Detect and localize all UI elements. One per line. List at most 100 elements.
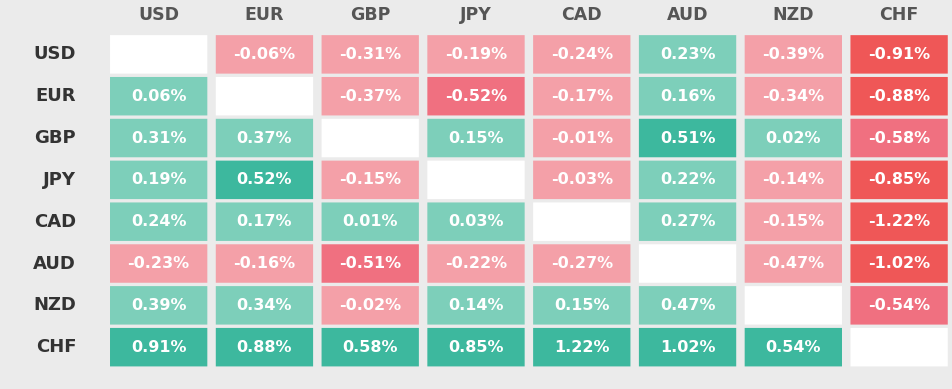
Text: -0.02%: -0.02% [339, 298, 402, 313]
Text: 1.22%: 1.22% [554, 340, 609, 355]
Text: CHF: CHF [35, 338, 76, 356]
FancyBboxPatch shape [322, 77, 419, 116]
FancyBboxPatch shape [216, 286, 313, 324]
FancyBboxPatch shape [744, 202, 842, 241]
Text: AUD: AUD [666, 5, 708, 24]
FancyBboxPatch shape [639, 328, 736, 366]
FancyBboxPatch shape [322, 328, 419, 366]
Text: CHF: CHF [880, 5, 919, 24]
FancyBboxPatch shape [850, 328, 948, 366]
FancyBboxPatch shape [639, 119, 736, 157]
FancyBboxPatch shape [110, 161, 208, 199]
Text: 0.58%: 0.58% [343, 340, 398, 355]
FancyBboxPatch shape [110, 202, 208, 241]
FancyBboxPatch shape [533, 286, 630, 324]
Text: 0.01%: 0.01% [343, 214, 398, 229]
Text: -0.14%: -0.14% [763, 172, 824, 187]
FancyBboxPatch shape [744, 35, 842, 74]
Text: NZD: NZD [773, 5, 814, 24]
FancyBboxPatch shape [639, 35, 736, 74]
FancyBboxPatch shape [639, 77, 736, 116]
Text: 0.88%: 0.88% [237, 340, 292, 355]
Text: GBP: GBP [34, 129, 76, 147]
FancyBboxPatch shape [322, 202, 419, 241]
FancyBboxPatch shape [744, 119, 842, 157]
FancyBboxPatch shape [639, 286, 736, 324]
Text: JPY: JPY [43, 171, 76, 189]
FancyBboxPatch shape [427, 119, 525, 157]
FancyBboxPatch shape [427, 35, 525, 74]
FancyBboxPatch shape [533, 35, 630, 74]
Text: -0.06%: -0.06% [233, 47, 295, 62]
FancyBboxPatch shape [744, 286, 842, 324]
Text: -0.51%: -0.51% [339, 256, 402, 271]
Text: -0.01%: -0.01% [550, 131, 613, 145]
Text: 0.27%: 0.27% [660, 214, 715, 229]
Text: 0.51%: 0.51% [660, 131, 715, 145]
Text: AUD: AUD [33, 254, 76, 273]
Text: 0.15%: 0.15% [448, 131, 504, 145]
FancyBboxPatch shape [322, 161, 419, 199]
Text: -0.47%: -0.47% [763, 256, 824, 271]
Text: 0.03%: 0.03% [448, 214, 504, 229]
FancyBboxPatch shape [850, 244, 948, 283]
FancyBboxPatch shape [216, 119, 313, 157]
Text: -0.23%: -0.23% [128, 256, 189, 271]
FancyBboxPatch shape [427, 286, 525, 324]
Text: CAD: CAD [34, 213, 76, 231]
FancyBboxPatch shape [427, 244, 525, 283]
Text: 0.19%: 0.19% [131, 172, 187, 187]
FancyBboxPatch shape [850, 161, 948, 199]
Text: EUR: EUR [245, 5, 285, 24]
FancyBboxPatch shape [850, 119, 948, 157]
FancyBboxPatch shape [110, 77, 208, 116]
Text: -0.54%: -0.54% [868, 298, 930, 313]
FancyBboxPatch shape [110, 286, 208, 324]
Text: 0.23%: 0.23% [660, 47, 715, 62]
Text: 0.85%: 0.85% [448, 340, 504, 355]
FancyBboxPatch shape [216, 202, 313, 241]
FancyBboxPatch shape [427, 328, 525, 366]
Text: 0.31%: 0.31% [131, 131, 187, 145]
Text: -0.15%: -0.15% [339, 172, 402, 187]
Text: 0.24%: 0.24% [131, 214, 187, 229]
Text: -0.17%: -0.17% [550, 89, 613, 104]
Text: -0.27%: -0.27% [550, 256, 613, 271]
FancyBboxPatch shape [322, 244, 419, 283]
Text: -0.19%: -0.19% [445, 47, 507, 62]
FancyBboxPatch shape [216, 328, 313, 366]
FancyBboxPatch shape [110, 244, 208, 283]
Text: -0.22%: -0.22% [445, 256, 507, 271]
Text: 0.52%: 0.52% [237, 172, 292, 187]
FancyBboxPatch shape [533, 161, 630, 199]
FancyBboxPatch shape [427, 161, 525, 199]
Text: -1.22%: -1.22% [868, 214, 930, 229]
Text: 0.06%: 0.06% [131, 89, 187, 104]
Text: -0.52%: -0.52% [445, 89, 507, 104]
FancyBboxPatch shape [322, 286, 419, 324]
Text: GBP: GBP [350, 5, 390, 24]
FancyBboxPatch shape [216, 77, 313, 116]
FancyBboxPatch shape [744, 244, 842, 283]
Text: 0.17%: 0.17% [237, 214, 292, 229]
Text: USD: USD [138, 5, 179, 24]
FancyBboxPatch shape [110, 328, 208, 366]
Text: JPY: JPY [460, 5, 492, 24]
Text: 0.02%: 0.02% [765, 131, 821, 145]
Text: -0.37%: -0.37% [339, 89, 402, 104]
FancyBboxPatch shape [533, 328, 630, 366]
FancyBboxPatch shape [850, 202, 948, 241]
FancyBboxPatch shape [639, 202, 736, 241]
FancyBboxPatch shape [427, 77, 525, 116]
Text: -0.15%: -0.15% [763, 214, 824, 229]
Text: 0.14%: 0.14% [448, 298, 504, 313]
Text: 0.37%: 0.37% [237, 131, 292, 145]
Text: -0.34%: -0.34% [763, 89, 824, 104]
Text: 0.16%: 0.16% [660, 89, 715, 104]
FancyBboxPatch shape [533, 77, 630, 116]
FancyBboxPatch shape [639, 244, 736, 283]
FancyBboxPatch shape [216, 35, 313, 74]
FancyBboxPatch shape [216, 244, 313, 283]
Text: 0.54%: 0.54% [765, 340, 821, 355]
Text: -0.03%: -0.03% [550, 172, 613, 187]
